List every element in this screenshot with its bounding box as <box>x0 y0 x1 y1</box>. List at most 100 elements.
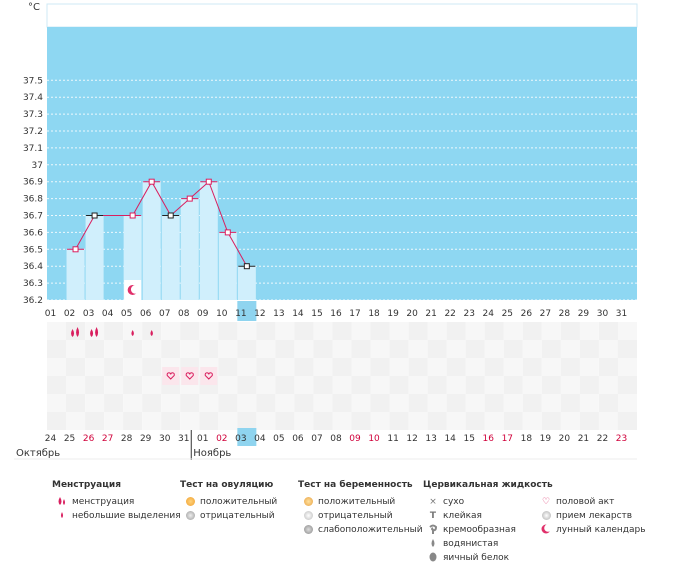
y-tick-label: 36.4 <box>23 262 43 272</box>
dry-cross-icon: × <box>429 497 437 507</box>
calendar-date-label: 22 <box>597 434 608 444</box>
legend-item-pregnancy-weak: слабоположительный <box>298 523 423 537</box>
calendar-date-label: 26 <box>83 434 95 444</box>
symptom-cell <box>66 376 86 394</box>
legend-title-cervical: Цервикальная жидкость <box>423 480 553 490</box>
menstruation-icon-part <box>76 327 80 337</box>
symptom-cell <box>313 322 333 340</box>
calendar-date-label: 28 <box>121 434 133 444</box>
menstruation-drop-icon <box>56 495 68 509</box>
cycle-day-label: 23 <box>463 309 474 319</box>
pregnancy-positive-icon <box>302 495 314 509</box>
legend-label-ovulation-positive: положительный <box>200 497 278 507</box>
legend-label-menstruation: менструация <box>72 497 135 507</box>
legend-item-pregnancy-positive: положительный <box>298 495 423 509</box>
cycle-day-label: 15 <box>311 309 322 319</box>
symptom-cell <box>85 340 105 358</box>
symptom-cell <box>161 322 181 340</box>
symptom-cell <box>579 412 599 430</box>
symptom-cell <box>275 322 295 340</box>
calendar-date-label: 03 <box>235 434 246 444</box>
symptom-cell <box>142 376 162 394</box>
chart-background <box>46 3 638 430</box>
symptom-cell <box>256 340 276 358</box>
symptom-cell <box>560 394 580 412</box>
symptom-cell <box>541 358 561 376</box>
symptom-cell <box>161 412 181 430</box>
symptom-cell <box>484 358 504 376</box>
cycle-day-label: 20 <box>406 309 418 319</box>
y-tick-label: 37.5 <box>23 76 43 86</box>
symptom-cell <box>503 376 523 394</box>
symptom-cell <box>446 340 466 358</box>
symptom-cell <box>598 412 618 430</box>
today-highlight-cycle <box>237 301 257 321</box>
symptom-cell <box>142 340 162 358</box>
symptom-cell <box>427 394 447 412</box>
legend-label-ovulation-negative: отрицательный <box>200 511 275 521</box>
symptom-cell <box>351 340 371 358</box>
ovulation-positive-icon <box>184 495 196 509</box>
symptom-cell <box>579 358 599 376</box>
symptom-cell <box>256 322 276 340</box>
symptom-cell <box>313 358 333 376</box>
symptom-cell <box>484 412 504 430</box>
symptom-cell <box>427 322 447 340</box>
calendar-date-label: 09 <box>349 434 361 444</box>
pregnancy-negative-icon <box>302 509 314 523</box>
symptom-cell <box>142 394 162 412</box>
month-label: Ноябрь <box>193 448 231 459</box>
symptom-cell <box>294 322 314 340</box>
temperature-bar-day-5 <box>123 215 142 300</box>
calendar-date-label: 19 <box>540 434 552 444</box>
legend-label-lunar: лунный календарь <box>556 525 646 535</box>
symptom-cell <box>142 412 162 430</box>
symptom-cell <box>389 376 409 394</box>
cycle-day-label: 26 <box>521 309 533 319</box>
cycle-day-label: 08 <box>178 309 190 319</box>
temperature-bar-day-7 <box>161 215 180 300</box>
symptom-cell <box>465 322 485 340</box>
symptom-cell <box>294 412 314 430</box>
symptom-cell <box>560 340 580 358</box>
symptom-cell <box>256 412 276 430</box>
legend-label-intercourse: половой акт <box>556 497 615 507</box>
egg-white-icon <box>427 551 439 565</box>
symptom-cell <box>47 322 67 340</box>
menstruation-icon <box>90 329 94 337</box>
symptom-cell <box>503 412 523 430</box>
symptom-cell <box>370 376 390 394</box>
symptom-cell <box>180 340 200 358</box>
symptom-rows <box>71 280 218 385</box>
symptom-cell <box>408 340 428 358</box>
y-tick-label: 36.2 <box>23 296 43 306</box>
light-bleeding-icon <box>150 330 153 336</box>
symptom-cell <box>47 412 67 430</box>
symptom-cell <box>465 358 485 376</box>
temperature-bar-day-3 <box>85 215 104 300</box>
symptom-cell <box>66 322 86 340</box>
symptom-cell <box>351 412 371 430</box>
light-bleeding-icon <box>131 330 134 336</box>
calendar-date-label: 12 <box>406 434 417 444</box>
symptom-cell <box>275 340 295 358</box>
symptom-cell <box>47 340 67 358</box>
moon-icon <box>540 523 552 537</box>
symptom-cell <box>503 394 523 412</box>
symptom-cell <box>617 394 637 412</box>
legend-label-light-bleeding: небольшие выделения <box>72 511 181 521</box>
symptom-cell <box>85 322 105 340</box>
symptom-cell <box>218 394 238 412</box>
calendar-date-label: 25 <box>64 434 75 444</box>
x-axis-labels: 01 02 03 04 05 06 07 08 09 10 11 12 13 14 15 16 17 18 19 20… <box>14 301 637 460</box>
legend-item-ovulation-positive: положительный <box>180 495 277 509</box>
cycle-day-label: 19 <box>387 309 399 319</box>
temperature-bar-day-11 <box>237 266 256 300</box>
symptom-cell <box>370 394 390 412</box>
creamy-swirl-icon <box>427 523 439 537</box>
legend-title-pregnancy: Тест на беременность <box>298 480 413 490</box>
symptom-cell <box>541 322 561 340</box>
calendar-date-label: 30 <box>159 434 171 444</box>
moon-icon-cutout <box>130 285 140 294</box>
intercourse-cell <box>200 367 218 385</box>
